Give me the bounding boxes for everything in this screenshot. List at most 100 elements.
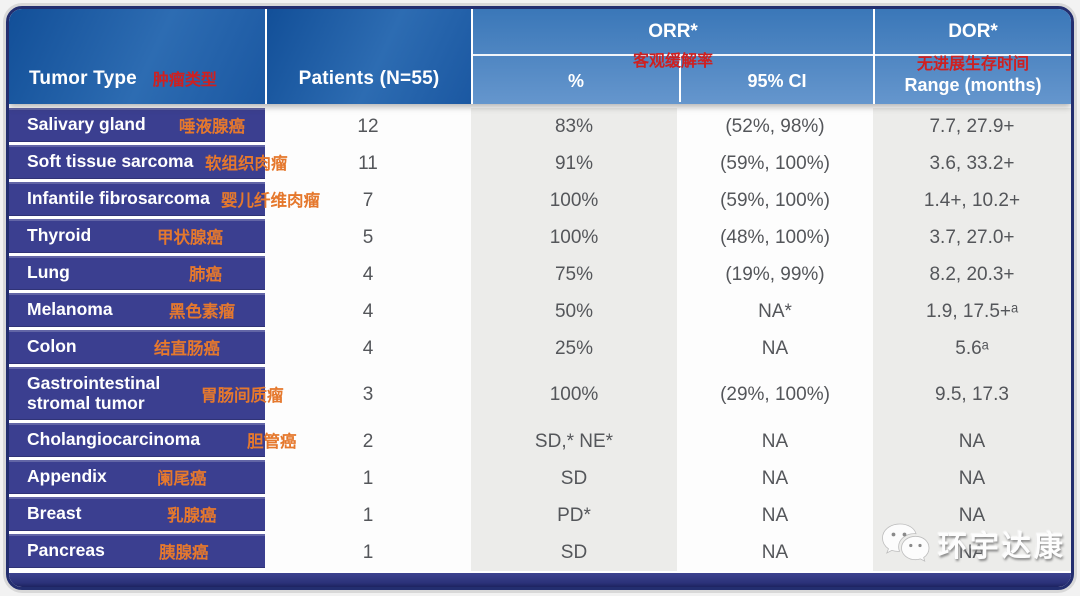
tumor-name-en: Infantile fibrosarcoma xyxy=(27,188,210,209)
dor-annotation-cn: 无进展生存时间 xyxy=(916,56,1029,73)
tumor-name-annotation-cn: 婴儿纤维肉瘤 xyxy=(221,192,320,210)
tumor-name-en: Cholangiocarcinoma xyxy=(27,429,201,450)
tumor-type-cell: Thyroid 甲状腺癌 xyxy=(9,219,265,253)
ci-cell: (48%, 100%) xyxy=(677,219,873,256)
tumor-type-label: Tumor Type xyxy=(29,68,137,89)
dor-cell: 8.2, 20.3+ xyxy=(873,256,1071,293)
ci-cell: (29%, 100%) xyxy=(677,367,873,423)
tumor-name-annotation-cn: 胃肠间质瘤 xyxy=(201,386,284,405)
column-header-patients: Patients (N=55) xyxy=(265,9,471,104)
patients-cell: 2 xyxy=(265,423,471,460)
dor-cell: 1.4+, 10.2+ xyxy=(873,182,1071,219)
patients-cell: 1 xyxy=(265,497,471,534)
dor-cell: 7.7, 27.9+ xyxy=(873,108,1071,145)
ci-cell: (52%, 98%) xyxy=(677,108,873,145)
ci-cell: NA xyxy=(677,330,873,367)
tumor-name-annotation-cn: 黑色素瘤 xyxy=(169,303,235,321)
tumor-name-en: Breast xyxy=(27,503,82,524)
table-row: Melanoma 黑色素瘤 4 50% NA* 1.9, 17.5+ᵃ xyxy=(9,293,1071,330)
tumor-type-cell: Soft tissue sarcoma 软组织肉瘤 xyxy=(9,145,288,179)
orr-percent-cell: SD,* NE* xyxy=(471,423,677,460)
tumor-type-annotation-cn: 肿瘤类型 xyxy=(152,72,217,89)
orr-percent-cell: 50% xyxy=(471,293,677,330)
tumor-type-cell: Colon 结直肠癌 xyxy=(9,330,265,364)
table-row: Appendix 阑尾癌 1 SD NA NA xyxy=(9,460,1071,497)
tumor-name-annotation-cn: 胰腺癌 xyxy=(159,544,209,562)
dor-cell: NA xyxy=(873,423,1071,460)
tumor-name-annotation-cn: 软组织肉瘤 xyxy=(205,155,288,173)
bottom-bar xyxy=(9,573,1071,587)
tumor-name-annotation-cn: 肺癌 xyxy=(189,266,222,284)
tumor-name-en: Soft tissue sarcoma xyxy=(27,151,194,172)
dor-cell: 3.7, 27.0+ xyxy=(873,219,1071,256)
table-row: Thyroid 甲状腺癌 5 100% (48%, 100%) 3.7, 27.… xyxy=(9,219,1071,256)
results-table-card: Tumor Type 肿瘤类型 Patients (N=55) ORR* 客观缓… xyxy=(6,6,1074,590)
patients-cell: 4 xyxy=(265,293,471,330)
patients-cell: 4 xyxy=(265,256,471,293)
tumor-type-cell: Salivary gland 唾液腺癌 xyxy=(9,108,265,142)
dor-cell: 5.6ᵃ xyxy=(873,330,1071,367)
orr-annotation-cn: 客观缓解率 xyxy=(632,53,713,70)
patients-cell: 7 xyxy=(265,182,471,219)
ci-cell: (19%, 99%) xyxy=(677,256,873,293)
dor-cell: NA xyxy=(873,534,1071,571)
dor-subheader: 无进展生存时间 Range (months) xyxy=(875,56,1071,102)
tumor-type-cell: Gastrointestinal stromal tumor 胃肠间质瘤 xyxy=(9,367,284,420)
table-row: Pancreas 胰腺癌 1 SD NA NA xyxy=(9,534,1071,571)
column-header-percent: % xyxy=(567,71,584,91)
tumor-type-cell: Infantile fibrosarcoma 婴儿纤维肉瘤 xyxy=(9,182,320,216)
table-row: Infantile fibrosarcoma 婴儿纤维肉瘤 7 100% (59… xyxy=(9,182,1071,219)
dor-cell: 1.9, 17.5+ᵃ xyxy=(873,293,1071,330)
column-header-ci: 95% CI xyxy=(679,56,873,102)
patients-cell: 3 xyxy=(265,367,471,423)
orr-percent-cell: SD xyxy=(471,460,677,497)
patients-label: Patients (N=55) xyxy=(298,68,440,89)
tumor-name-en: Gastrointestinal stromal tumor xyxy=(27,372,161,413)
tumor-type-cell: Appendix 阑尾癌 xyxy=(9,460,265,494)
orr-percent-cell: 83% xyxy=(471,108,677,145)
dor-cell: NA xyxy=(873,460,1071,497)
table-row: Soft tissue sarcoma 软组织肉瘤 11 91% (59%, 1… xyxy=(9,145,1071,182)
table-row: Salivary gland 唾液腺癌 12 83% (52%, 98%) 7.… xyxy=(9,108,1071,145)
tumor-type-cell: Cholangiocarcinoma 胆管癌 xyxy=(9,423,297,457)
patients-cell: 12 xyxy=(265,108,471,145)
tumor-type-cell: Breast 乳腺癌 xyxy=(9,497,265,531)
orr-percent-cell: 75% xyxy=(471,256,677,293)
ci-cell: (59%, 100%) xyxy=(677,182,873,219)
ci-cell: NA xyxy=(677,460,873,497)
orr-percent-cell: 91% xyxy=(471,145,677,182)
column-header-dor: DOR* 无进展生存时间 Range (months) xyxy=(873,9,1071,104)
ci-cell: NA xyxy=(677,497,873,534)
dor-cell: 3.6, 33.2+ xyxy=(873,145,1071,182)
table-body: Salivary gland 唾液腺癌 12 83% (52%, 98%) 7.… xyxy=(9,104,1071,573)
dor-cell: NA xyxy=(873,497,1071,534)
tumor-name-en: Salivary gland xyxy=(27,114,146,135)
tumor-name-en: Pancreas xyxy=(27,540,105,561)
ci-cell: NA xyxy=(677,534,873,571)
tumor-type-cell: Melanoma 黑色素瘤 xyxy=(9,293,265,327)
table-row: Gastrointestinal stromal tumor 胃肠间质瘤 3 1… xyxy=(9,367,1071,423)
patients-cell: 1 xyxy=(265,534,471,571)
tumor-name-en: Colon xyxy=(27,336,77,357)
patients-cell: 1 xyxy=(265,460,471,497)
patients-cell: 5 xyxy=(265,219,471,256)
orr-subheaders: % 95% CI xyxy=(473,56,873,102)
ci-cell: NA* xyxy=(677,293,873,330)
orr-title: ORR* xyxy=(473,9,873,56)
orr-percent-cell: 100% xyxy=(471,219,677,256)
orr-percent-cell: PD* xyxy=(471,497,677,534)
tumor-name-annotation-cn: 甲状腺癌 xyxy=(157,229,223,247)
orr-percent-cell: SD xyxy=(471,534,677,571)
tumor-name-en: Lung xyxy=(27,262,70,283)
table-row: Lung 肺癌 4 75% (19%, 99%) 8.2, 20.3+ xyxy=(9,256,1071,293)
orr-label: ORR* xyxy=(648,20,698,42)
tumor-name-en: Thyroid xyxy=(27,225,92,246)
tumor-name-annotation-cn: 阑尾癌 xyxy=(157,470,207,488)
dor-range-label: Range (months) xyxy=(904,75,1042,95)
ci-cell: NA xyxy=(677,423,873,460)
tumor-name-en: Appendix xyxy=(27,466,107,487)
column-header-orr-group: ORR* 客观缓解率 % 95% CI xyxy=(471,9,873,104)
orr-percent-cell: 100% xyxy=(471,182,677,219)
table-row: Colon 结直肠癌 4 25% NA 5.6ᵃ xyxy=(9,330,1071,367)
